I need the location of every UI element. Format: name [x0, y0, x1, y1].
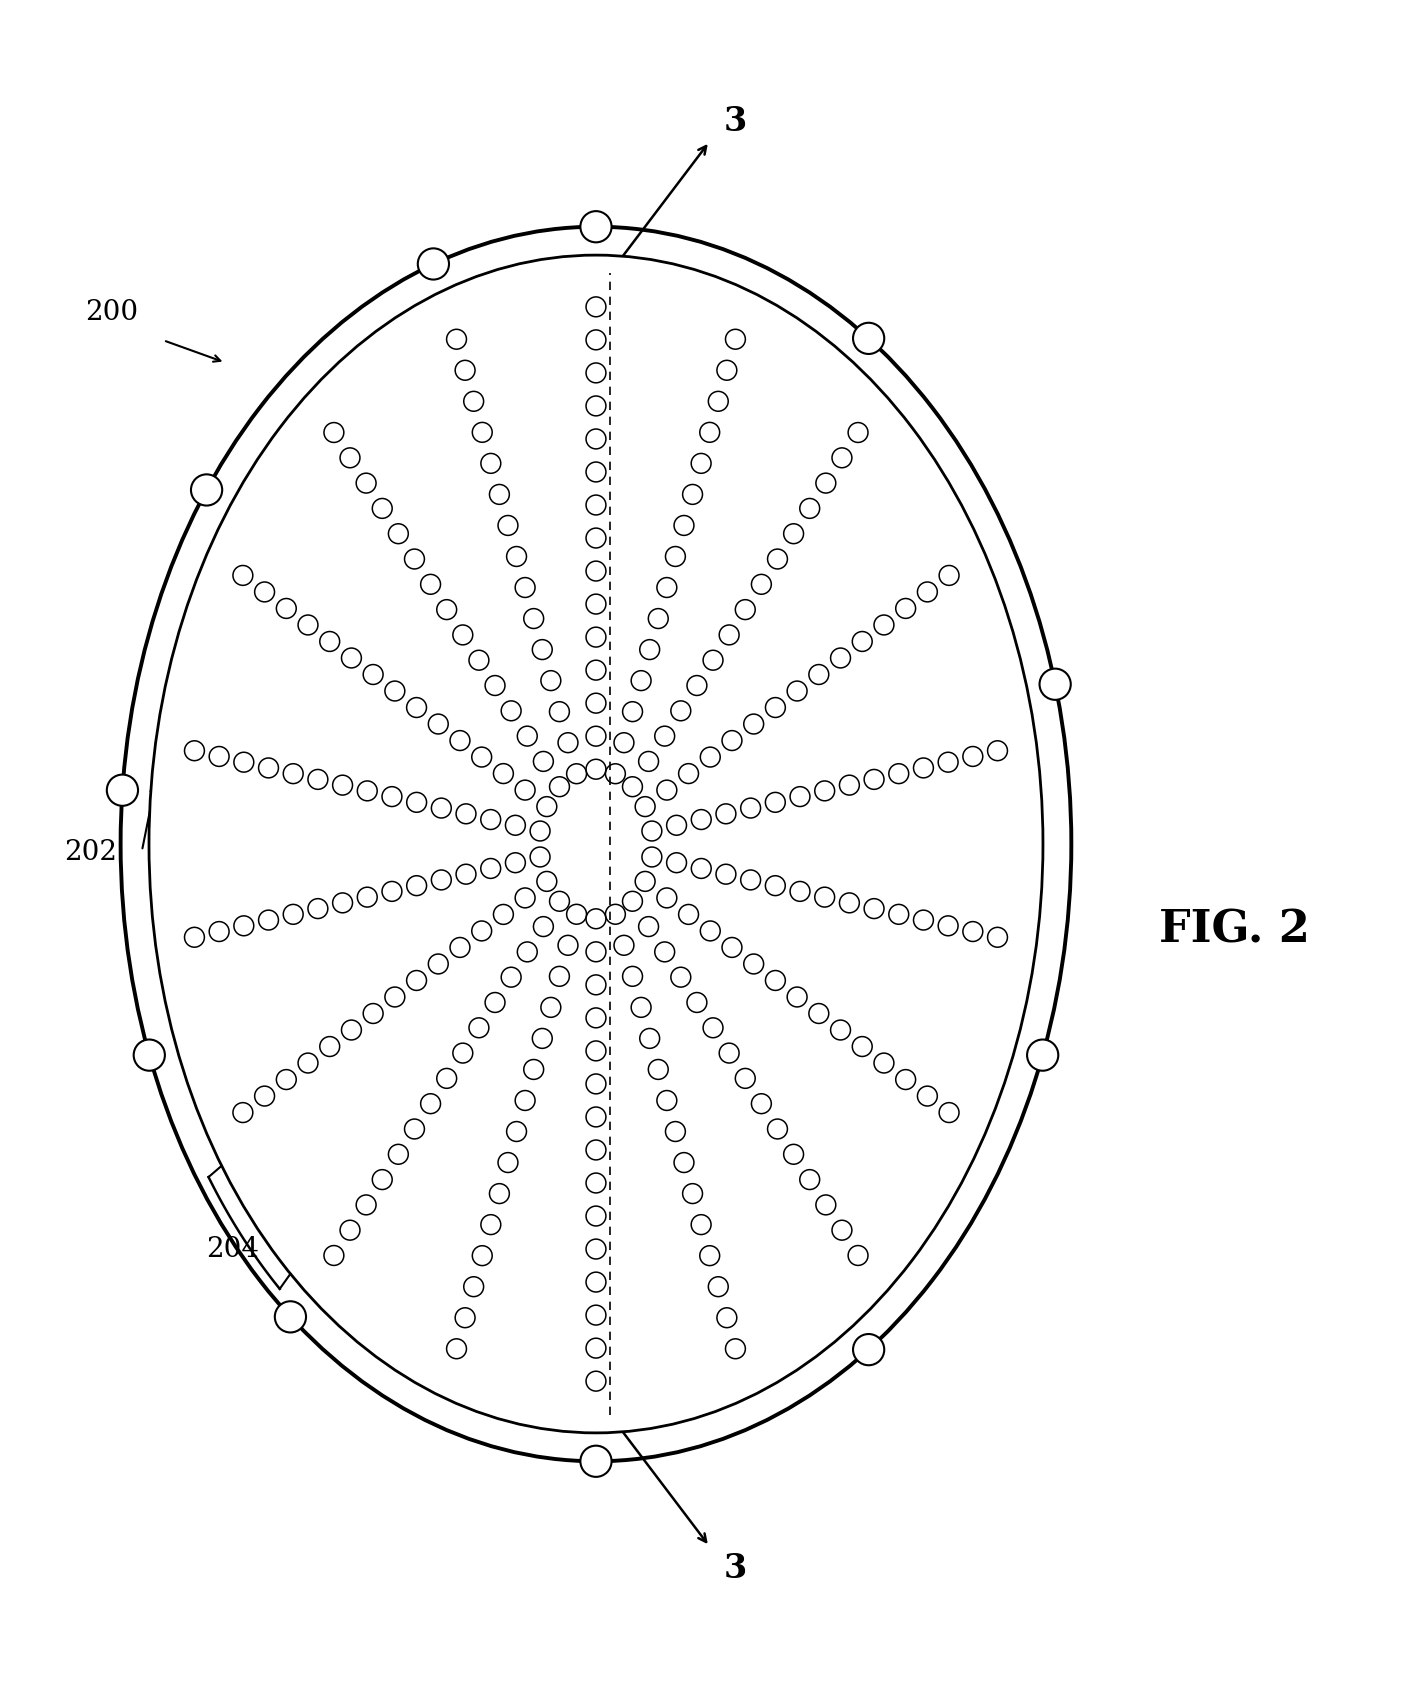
Text: 3: 3: [724, 105, 746, 138]
Circle shape: [1040, 669, 1071, 701]
Text: 200: 200: [85, 299, 138, 326]
Circle shape: [133, 1040, 165, 1071]
Circle shape: [192, 475, 223, 507]
Circle shape: [1027, 1040, 1059, 1071]
Ellipse shape: [149, 257, 1043, 1432]
Circle shape: [417, 250, 448, 280]
Circle shape: [275, 1302, 307, 1333]
Circle shape: [580, 1446, 612, 1476]
Circle shape: [853, 324, 884, 355]
Circle shape: [853, 1334, 884, 1365]
Text: 204: 204: [206, 1235, 258, 1262]
Text: FIG. 2: FIG. 2: [1159, 909, 1310, 951]
Circle shape: [580, 213, 612, 243]
Circle shape: [106, 775, 138, 806]
Text: 3: 3: [724, 1551, 746, 1584]
Text: 202: 202: [64, 838, 116, 865]
